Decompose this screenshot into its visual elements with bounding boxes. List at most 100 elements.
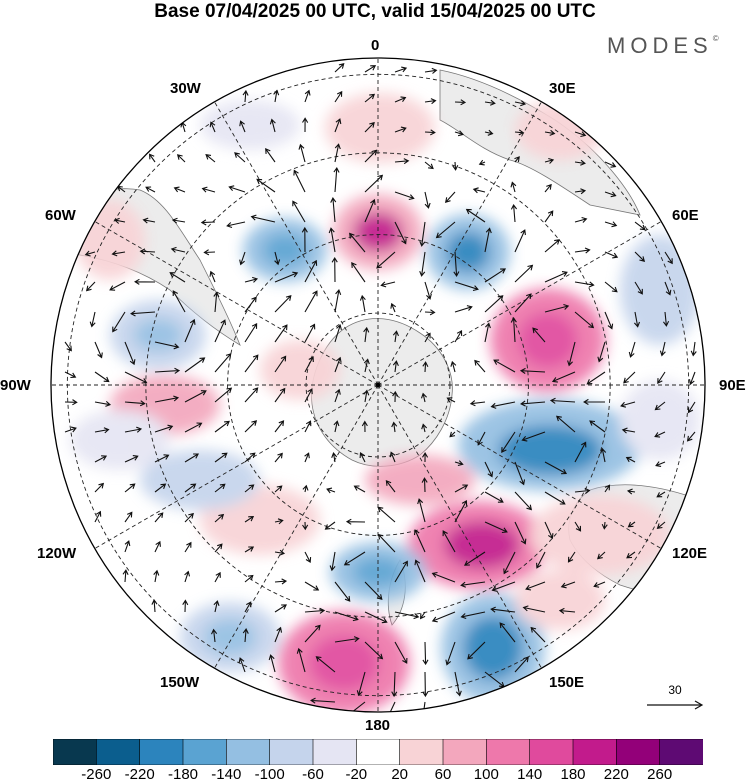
wind-arrow [604,191,617,198]
wind-arrow [244,276,259,283]
anomaly-cell [365,455,475,505]
colorbar-tick-label: -100 [254,766,285,783]
wind-arrow [145,186,156,193]
wind-arrow [124,483,136,493]
wind-arrow [274,485,283,493]
wind-arrow [154,341,180,350]
wind-arrow [389,451,396,463]
wind-arrow [424,332,431,343]
wind-arrow [484,295,504,313]
wind-arrow [391,671,398,698]
wind-arrow [226,221,246,229]
wind-arrow [209,270,216,283]
wind-arrow [664,251,673,265]
wind-arrow [203,249,216,256]
lon-label-90e: 90E [719,377,746,394]
wind-arrow [574,216,588,223]
wind-arrow [589,420,606,433]
wind-arrow [413,529,426,553]
wind-arrow [274,324,288,343]
wind-arrow [182,599,189,613]
wind-arrow [274,251,281,266]
colorbar-segment [139,739,184,765]
wind-arrow [154,395,180,403]
wind-arrow [385,479,396,493]
wind-arrow [656,491,666,498]
anomaly-cell [530,495,670,575]
wind-arrow [148,153,156,163]
colorbar-tick-label: 100 [473,766,499,783]
wind-arrow [424,67,438,74]
wind-arrow [250,214,276,223]
wind-arrow [657,371,666,384]
wind-arrow [345,701,366,712]
wind-arrow [334,289,342,313]
wind-arrow [380,281,396,288]
wind-arrow [514,656,529,673]
wind-arrow [574,521,582,532]
wind-arrow [326,487,336,494]
colorbar-tick-label: 180 [560,766,586,783]
wind-arrow [109,281,126,291]
wind-arrow [390,302,397,313]
wind-arrow [364,581,383,600]
wind-arrow [460,581,486,588]
wind-arrow [242,89,249,103]
wind-arrow [574,159,586,166]
wind-arrow [499,622,516,643]
wind-arrow [64,426,77,433]
wind-arrow [431,571,456,583]
wind-arrow [298,143,306,163]
wind-vectors [64,63,697,712]
colorbar-tick-label: 60 [434,766,452,783]
wind-arrow [690,341,697,357]
wind-arrow [392,390,399,403]
wind-arrow [626,551,636,559]
wind-arrow [490,401,516,409]
wind-arrow [424,98,437,105]
wind-arrow [597,341,606,363]
wind-arrow [154,454,170,463]
wind-arrow [201,186,216,193]
wind-arrow [124,455,139,463]
wind-arrow [124,341,136,366]
wind-arrow [364,174,384,193]
wind-arrow [334,581,351,602]
wind-arrow [334,356,342,373]
wind-arrow [394,641,408,664]
anomaly-cell [263,234,307,266]
wind-arrow [394,611,420,620]
wind-arrow [567,341,576,367]
wind-arrow [244,420,258,433]
wind-arrow [94,482,105,493]
wind-arrow [604,281,618,293]
wind-arrow [94,510,102,523]
wind-arrow [363,389,370,403]
wind-arrow [328,227,336,253]
wind-arrow [304,259,318,283]
wind-arrow [184,570,191,583]
wind-arrow [89,311,96,328]
wind-arrow [424,161,434,170]
wind-arrow [64,371,77,379]
wind-arrow [304,551,312,564]
wind-arrow [154,424,174,433]
wind-arrow [560,581,576,589]
wind-arrow [359,294,366,313]
anomaly-cell [260,340,340,400]
lon-label-150e: 150E [549,674,585,691]
wind-arrow [536,551,546,569]
wind-arrow [474,359,486,373]
reference-arrow-icon [647,700,704,710]
anomaly-cell [140,450,260,510]
wind-arrow [392,330,400,343]
wind-arrow [655,461,666,467]
wind-arrow [154,483,167,493]
wind-arrow [442,530,456,553]
wind-arrow [419,701,426,712]
wind-arrow [351,262,366,283]
reference-vector-label: 30 [668,683,682,697]
wind-arrow [331,452,338,463]
wind-arrow [334,636,360,643]
wind-arrow [331,256,338,283]
